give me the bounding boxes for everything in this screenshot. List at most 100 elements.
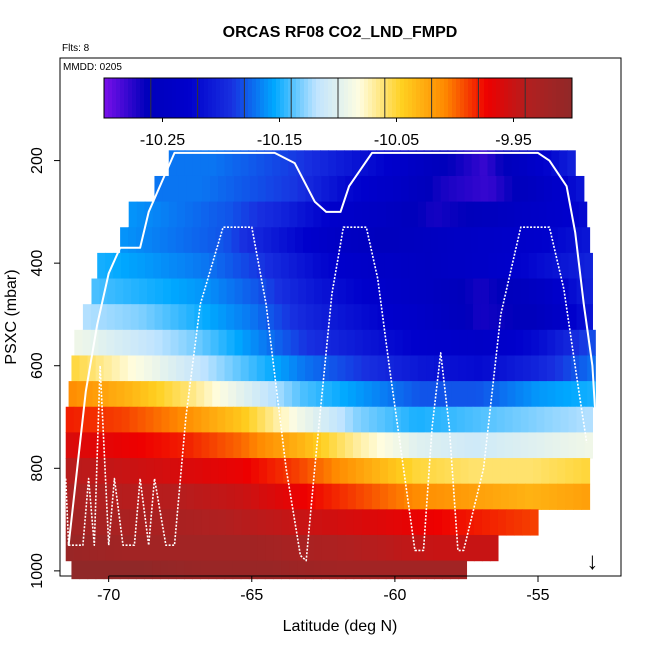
heatmap-cell-r9-c12 — [164, 381, 173, 408]
heatmap-cell-r9-c10 — [148, 381, 157, 408]
heatmap-cell-r7-c14 — [186, 329, 196, 357]
heatmap-cell-r12-c12 — [162, 458, 172, 485]
heatmap-cell-r12-c20 — [226, 458, 236, 485]
heatmap-cell-r11-c50 — [464, 432, 474, 459]
heatmap-cell-r13-c40 — [388, 483, 397, 510]
heatmap-cell-r15-c35 — [345, 534, 355, 562]
heatmap-cell-r7-c13 — [178, 329, 188, 357]
heatmap-cell-r9-c44 — [419, 381, 429, 408]
heatmap-cell-r14-c16 — [193, 509, 203, 536]
heatmap-cell-r2-c56 — [578, 201, 588, 228]
heatmap-cell-r13-c27 — [283, 483, 292, 510]
heatmap-cell-r8-c43 — [417, 355, 427, 382]
flights-label: Flts: 8 — [62, 43, 90, 54]
heatmap-cell-r15-c37 — [361, 534, 371, 562]
heatmap-cell-r0-c44 — [519, 150, 528, 177]
heatmap-cell-r13-c33 — [331, 483, 341, 510]
heatmap-cell-r5-c12 — [186, 278, 196, 305]
heatmap-cell-r12-c22 — [243, 458, 252, 485]
heatmap-cell-r10-c63 — [568, 406, 578, 433]
heatmap-cell-r12-c41 — [396, 458, 405, 485]
colorbar-segment — [252, 78, 257, 118]
heatmap-cell-r12-c57 — [525, 458, 534, 485]
heatmap-cell-r11-c40 — [384, 432, 394, 459]
colorbar-segment — [164, 78, 169, 118]
heatmap-cell-r13-c58 — [533, 483, 542, 510]
heatmap-cell-r3-c35 — [398, 227, 408, 254]
heatmap-cell-r10-c33 — [329, 406, 338, 433]
heatmap-cell-r0-c21 — [336, 150, 345, 177]
colorbar-segment — [524, 78, 529, 118]
heatmap-cell-r16-c13 — [176, 560, 185, 580]
colorbar-segment — [288, 78, 293, 118]
heatmap-cell-r7-c11 — [162, 329, 172, 357]
heatmap-cell-r11-c2 — [81, 432, 91, 459]
heatmap-cell-r10-c46 — [432, 406, 442, 433]
heatmap-cell-r8-c6 — [119, 355, 129, 382]
heatmap-cell-r0-c39 — [479, 150, 489, 177]
heatmap-cell-r16-c33 — [337, 560, 347, 580]
heatmap-cell-r3-c8 — [183, 227, 193, 254]
heatmap-cell-r3-c43 — [462, 227, 471, 254]
heatmap-cell-r3-c42 — [454, 227, 463, 254]
colorbar-ticks: -10.25 -10.15 -10.05 -9.95 — [140, 118, 532, 149]
heatmap-cell-r4-c50 — [496, 252, 506, 280]
colorbar-segment — [148, 78, 153, 118]
heatmap-cell-r6-c41 — [409, 304, 418, 331]
colorbar-segment — [240, 78, 245, 118]
heatmap-cell-r7-c28 — [298, 329, 308, 357]
heatmap-cell-r8-c34 — [345, 355, 355, 382]
colorbar-segment — [356, 78, 361, 118]
heatmap-cell-r1-c11 — [241, 175, 251, 203]
heatmap-cell-r5-c52 — [504, 278, 514, 305]
heatmap-cell-r6-c9 — [154, 304, 164, 331]
heatmap-cell-r12-c60 — [549, 458, 558, 485]
heatmap-cell-r13-c3 — [89, 483, 99, 510]
heatmap-cell-r11-c35 — [345, 432, 354, 459]
heatmap-cell-r5-c5 — [131, 278, 140, 305]
heatmap-cell-r4-c52 — [512, 252, 522, 280]
flight-track-upper — [67, 151, 597, 546]
heatmap-cell-r10-c28 — [289, 406, 298, 433]
heatmap-cell-r9-c24 — [260, 381, 269, 408]
heatmap-cell-r10-c55 — [504, 406, 514, 433]
heatmap-cell-r8-c39 — [385, 355, 395, 382]
heatmap-cell-r5-c16 — [218, 278, 228, 305]
heatmap-cell-r14-c45 — [425, 509, 435, 536]
heatmap-cell-r5-c0 — [91, 278, 101, 305]
heatmap-cell-r6-c28 — [305, 304, 315, 331]
heatmap-cell-r12-c49 — [460, 458, 470, 485]
heatmap-cell-r15-c27 — [281, 534, 291, 562]
heatmap-cell-r15-c5 — [105, 534, 115, 562]
colorbar-gradient — [104, 78, 573, 118]
colorbar-segment — [248, 78, 253, 118]
heatmap-cell-r10-c20 — [225, 406, 234, 433]
heatmap-cell-r16-c0 — [71, 560, 81, 580]
heatmap-cell-r6-c26 — [289, 304, 299, 331]
heatmap-cell-r6-c49 — [472, 304, 482, 331]
heatmap-cell-r13-c39 — [380, 483, 389, 510]
heatmap-cell-r14-c17 — [201, 509, 211, 536]
heatmap-cell-r1-c22 — [329, 175, 338, 203]
heatmap-cell-r5-c46 — [457, 278, 466, 305]
heatmap-cell-r11-c20 — [225, 432, 234, 459]
colorbar-segment — [352, 78, 357, 118]
heatmap-cell-r15-c47 — [441, 534, 451, 562]
heatmap-cell-r13-c63 — [573, 483, 583, 510]
heatmap-cell-r16-c35 — [353, 560, 363, 580]
heatmap-cell-r4-c47 — [472, 252, 482, 280]
colorbar-segment — [436, 78, 441, 118]
heatmap-cell-r15-c3 — [89, 534, 99, 562]
heatmap-cell-r16-c14 — [184, 560, 193, 580]
heatmap-cell-r3-c58 — [581, 227, 591, 254]
heatmap-cell-r3-c33 — [382, 227, 392, 254]
heatmap-cell-r14-c50 — [465, 509, 475, 536]
y-tick-label: 200 — [29, 147, 46, 174]
heatmap-cell-r11-c13 — [169, 432, 179, 459]
heatmap-cell-r11-c14 — [177, 432, 187, 459]
heatmap-cell-r0-c25 — [368, 150, 377, 177]
heatmap-cell-r13-c16 — [194, 483, 204, 510]
heatmap-cell-r4-c28 — [320, 252, 330, 280]
heatmap-cell-r9-c14 — [180, 381, 189, 408]
heatmap-cell-r16-c38 — [377, 560, 387, 580]
